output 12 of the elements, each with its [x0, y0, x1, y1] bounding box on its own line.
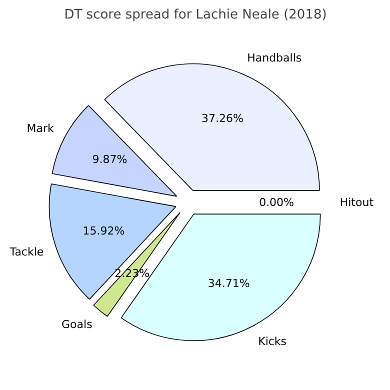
data-label: 15.92%: [82, 224, 125, 238]
text: 0.00%: [259, 196, 294, 209]
category-label: Hitout: [340, 196, 374, 209]
data-label: 34.71%: [208, 277, 250, 290]
data-label: 37.26%: [201, 112, 244, 125]
slice-label: Handballs: [247, 52, 302, 65]
slice-label: Tackle: [8, 245, 44, 258]
chart-title: DT score spread for Lachie Neale (2018): [64, 8, 327, 22]
data-label: 9.87%: [92, 152, 128, 166]
slice-label: Kicks: [258, 334, 287, 348]
slice-label: Goals: [62, 318, 93, 331]
slice-label: Mark: [26, 122, 54, 136]
